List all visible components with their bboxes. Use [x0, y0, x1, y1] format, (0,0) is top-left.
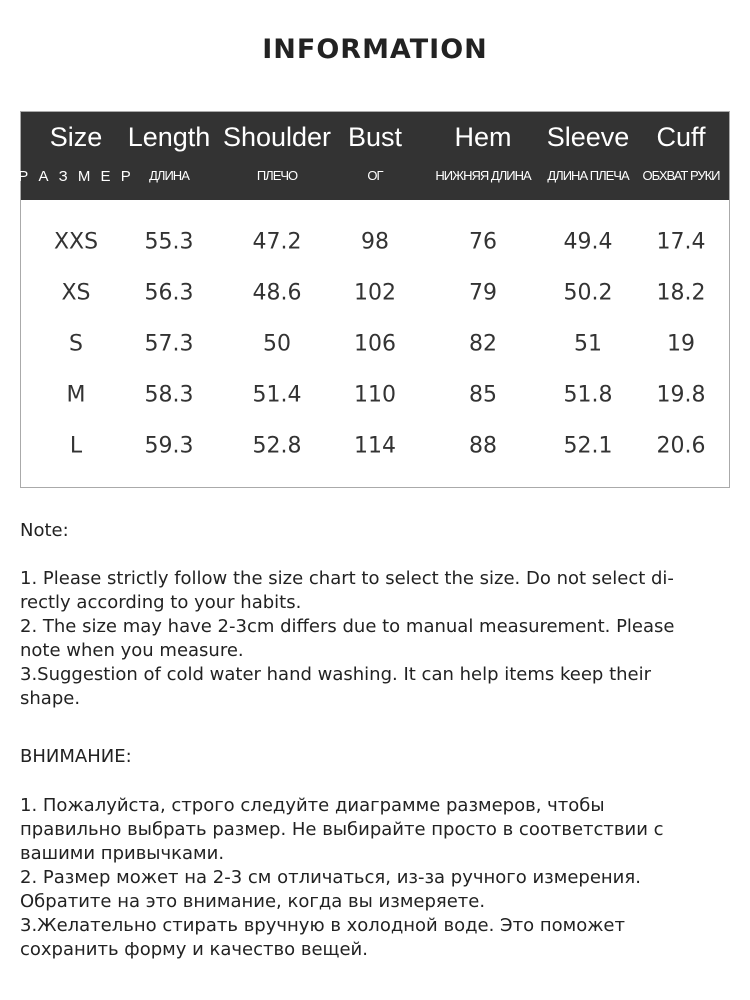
table-cell: 76: [469, 229, 497, 255]
size-label: XXS: [53, 229, 99, 255]
note-line: note when you measure.: [20, 640, 244, 661]
note-line: rectly according to your habits.: [20, 592, 302, 613]
size-label: XS: [61, 280, 91, 306]
table-cell: 51: [574, 331, 602, 357]
table-cell: 102: [354, 280, 396, 306]
note-line-ru: 1. Пожалуйста, строго следуйте диаграмме…: [20, 795, 605, 816]
note-line-ru: Обратите на это внимание, когда вы измер…: [20, 891, 486, 912]
column-header-hem: Hem: [454, 122, 512, 152]
column-header-sleeve: Sleeve: [546, 122, 630, 152]
table-cell: 49.4: [563, 229, 613, 255]
table-cell: 20.6: [656, 433, 706, 459]
note-line-ru: вашими привычками.: [20, 843, 225, 864]
table-cell: 19: [667, 331, 695, 357]
table-cell: 50.2: [563, 280, 613, 306]
column-subheader-length: ДЛИНА: [149, 168, 190, 183]
column-subheader-sleeve: ДЛИНА ПЛЕЧА: [547, 168, 629, 183]
note-heading-ru: ВНИМАНИЕ:: [20, 746, 132, 767]
note-heading: Note:: [20, 520, 69, 541]
table-cell: 110: [354, 382, 396, 408]
note-line-ru: 3.Желательно стирать вручную в холодной …: [20, 915, 625, 936]
table-cell: 88: [469, 433, 497, 459]
table-cell: 98: [361, 229, 389, 255]
note-line: 3.Suggestion of cold water hand washing.…: [20, 664, 652, 685]
column-subheader-cuff: ОБХВАТ РУКИ: [642, 168, 720, 183]
page-title: INFORMATION: [262, 34, 488, 65]
table-header: Size Р А З М Е Р Length ДЛИНА Shoulder ПЛЕЧО B…: [18, 112, 729, 200]
table-cell: 114: [354, 433, 396, 459]
table-cell: 57.3: [144, 331, 194, 357]
column-header-size: Size: [49, 122, 103, 152]
table-cell: 106: [354, 331, 396, 357]
note-line-ru: правильно выбрать размер. Не выбирайте п…: [20, 819, 664, 840]
table-cell: 17.4: [656, 229, 706, 255]
note-line: 1. Please strictly follow the size chart…: [20, 568, 674, 589]
table-cell: 50: [263, 331, 291, 357]
column-header-bust: Bust: [347, 122, 403, 152]
note-line-ru: 2. Размер может на 2-3 см отличаться, из…: [20, 867, 641, 888]
column-subheader-bust: ОГ: [367, 168, 383, 183]
table-cell: 47.2: [252, 229, 302, 255]
table-cell: 48.6: [252, 280, 302, 306]
table-cell: 85: [469, 382, 497, 408]
table-cell: 51.8: [563, 382, 613, 408]
table-cell: 52.8: [252, 433, 302, 459]
size-table: Size Р А З М Е Р Length ДЛИНА Shoulder ПЛЕЧО B…: [18, 111, 730, 488]
table-cell: 51.4: [252, 382, 302, 408]
table-cell: 55.3: [144, 229, 194, 255]
table-cell: 58.3: [144, 382, 194, 408]
table-cell: 82: [469, 331, 497, 357]
table-cell: 19.8: [656, 382, 706, 408]
table-cell: 59.3: [144, 433, 194, 459]
size-label: S: [69, 331, 83, 357]
column-header-cuff: Cuff: [656, 122, 706, 152]
table-cell: 56.3: [144, 280, 194, 306]
size-label: M: [66, 382, 86, 408]
column-header-length: Length: [127, 122, 211, 152]
column-subheader-size: Р А З М Е Р: [18, 168, 134, 185]
note-line: 2. The size may have 2-3cm differs due t…: [20, 616, 675, 637]
table-cell: 52.1: [563, 433, 613, 459]
column-subheader-hem: НИЖНЯЯ ДЛИНА: [435, 168, 531, 183]
table-cell: 18.2: [656, 280, 706, 306]
column-header-shoulder: Shoulder: [222, 122, 332, 152]
note-line-ru: сохранить форму и качество вещей.: [20, 939, 368, 960]
size-label: L: [69, 433, 83, 459]
note-line: shape.: [20, 688, 81, 709]
table-cell: 79: [469, 280, 497, 306]
column-subheader-shoulder: ПЛЕЧО: [256, 168, 298, 183]
